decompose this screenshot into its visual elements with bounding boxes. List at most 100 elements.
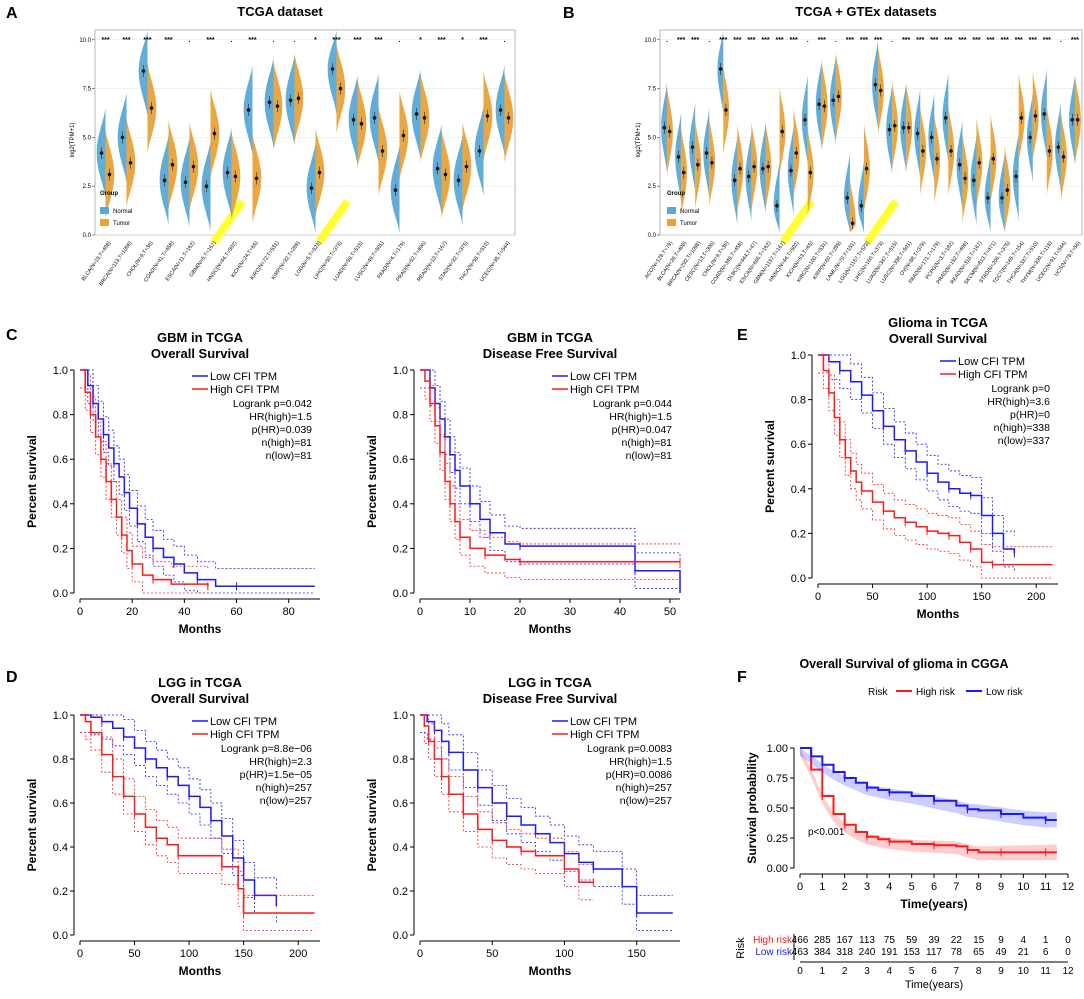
significance-label: * (419, 37, 422, 44)
significance-label: *** (916, 37, 924, 44)
y-tick-label: 0.4 (791, 484, 806, 496)
risk-x-axis-label: Time(years) (905, 979, 963, 991)
stat-label: p(HR)=0 (1010, 409, 1050, 421)
x-axis-label: Months (529, 622, 572, 636)
risk-x-tick-label: 8 (976, 966, 982, 977)
x-tick-label: 10 (464, 606, 476, 618)
legend-label-low: Low CFI TPM (210, 371, 277, 383)
violin-median-point (435, 166, 440, 171)
significance-label: *** (101, 37, 109, 44)
significance-label: *** (902, 37, 910, 44)
violin-median-point (921, 149, 925, 153)
significance-label: *** (790, 37, 798, 44)
panel-f-cgga-os: 0.000.250.500.751.000 1 2 3 4 5 6 7 8 9 10 11 12Time… (735, 657, 1074, 991)
risk-x-tick-label: 12 (1062, 966, 1074, 977)
significance-label: *** (353, 37, 361, 44)
x-tick-label: 150 (972, 591, 990, 603)
stat-label: p(HR)=0.039 (252, 424, 313, 436)
panel-a: A TCGA dataset 0.02.55.07.510.0 ***BLCA(N… (6, 4, 516, 287)
legend-swatch-tumor (100, 219, 109, 226)
significance-label: *** (332, 37, 340, 44)
risk-count: 15 (973, 935, 985, 946)
chart-title: LGG in TCGA (508, 675, 592, 690)
violin-median-point (704, 151, 709, 155)
violin-median-point (1005, 188, 1010, 192)
ci-upper-line (420, 714, 594, 865)
x-tick-label: 30 (564, 606, 576, 618)
violin-median-point (170, 162, 175, 167)
chart-title: GBM in TCGA (157, 330, 244, 345)
significance-label: . (504, 37, 506, 44)
x-tick-label: 150 (627, 948, 645, 960)
violin-median-point (710, 160, 714, 165)
violin-median-point (789, 168, 793, 173)
violin-median-point (718, 67, 723, 71)
stat-label: n(high)=81 (262, 437, 313, 449)
category-label: UCS(N=78,T=56) (1054, 240, 1083, 277)
chart-title: Glioma in TCGA (888, 315, 988, 330)
x-tick-label: 11 (1040, 881, 1051, 893)
significance-label: . (1060, 37, 1062, 44)
ci-upper-line (818, 354, 1053, 548)
significance-label: . (708, 37, 710, 44)
y-tick-label: 5.0 (648, 135, 657, 141)
violin-median-point (1000, 196, 1004, 200)
panel-letter-a: A (6, 5, 18, 22)
violin-median-point (1042, 112, 1046, 116)
risk-x-tick-label: 6 (931, 966, 937, 977)
violin-median-point (1075, 118, 1080, 122)
risk-row-label: High risk (753, 935, 793, 946)
risk-count: 6 (1043, 947, 1049, 958)
panel-b-ylabel: log2(TPM+1) (636, 123, 642, 158)
significance-label: *** (1029, 37, 1037, 44)
x-tick-label: 20 (126, 606, 138, 618)
y-tick-label: 0.4 (393, 499, 408, 511)
y-tick-label: 0.2 (53, 543, 68, 555)
legend-label-high: High CFI TPM (958, 369, 1027, 381)
violin-median-point (907, 125, 911, 130)
chart-subtitle: Overall Survival (889, 331, 987, 346)
stat-label: n(high)=257 (616, 782, 672, 794)
ci-upper-line (420, 369, 681, 576)
risk-count: 0 (1065, 947, 1071, 958)
significance-label: *** (677, 37, 685, 44)
ci-lower-line (420, 732, 594, 901)
y-tick-label: 0.0 (83, 233, 92, 239)
risk-count: 191 (881, 947, 898, 958)
risk-count: 318 (836, 947, 853, 958)
panel-b-plot-area (659, 29, 1083, 236)
risk-x-tick-label: 11 (1040, 966, 1051, 977)
x-tick-label: 150 (234, 948, 252, 960)
x-tick-label: 100 (555, 948, 573, 960)
violin-median-point (957, 162, 962, 167)
x-tick-label: 5 (909, 881, 915, 893)
legend-swatch-normal (667, 207, 676, 214)
y-tick-label: 0.25 (767, 833, 788, 845)
y-tick-label: 0.8 (791, 395, 806, 407)
x-tick-label: 200 (1027, 591, 1045, 603)
y-tick-label: 0.8 (53, 754, 68, 766)
risk-count: 113 (859, 935, 875, 946)
survival-curve-high-cfi-tpm (818, 354, 1053, 566)
violin-median-point (162, 178, 167, 183)
ci-band-high-risk (800, 748, 1057, 860)
significance-label: *** (479, 37, 487, 44)
violin-median-point (746, 174, 751, 179)
panel-letter-c: C (6, 327, 18, 344)
violin-median-point (991, 157, 996, 161)
x-tick-label: 2 (842, 881, 848, 893)
x-tick-label: 100 (918, 591, 936, 603)
y-axis-label: Percent survival (25, 435, 39, 528)
significance-label: *** (846, 37, 854, 44)
violin-median-point (831, 98, 835, 103)
violin-median-point (393, 188, 398, 192)
significance-label: *** (874, 37, 882, 44)
significance-label: *** (437, 37, 445, 44)
ci-lower-line (80, 732, 315, 931)
significance-label: *** (860, 37, 868, 44)
y-tick-label: 0.6 (393, 798, 408, 810)
violin-median-point (330, 67, 335, 71)
ci-lower-line (80, 387, 315, 594)
